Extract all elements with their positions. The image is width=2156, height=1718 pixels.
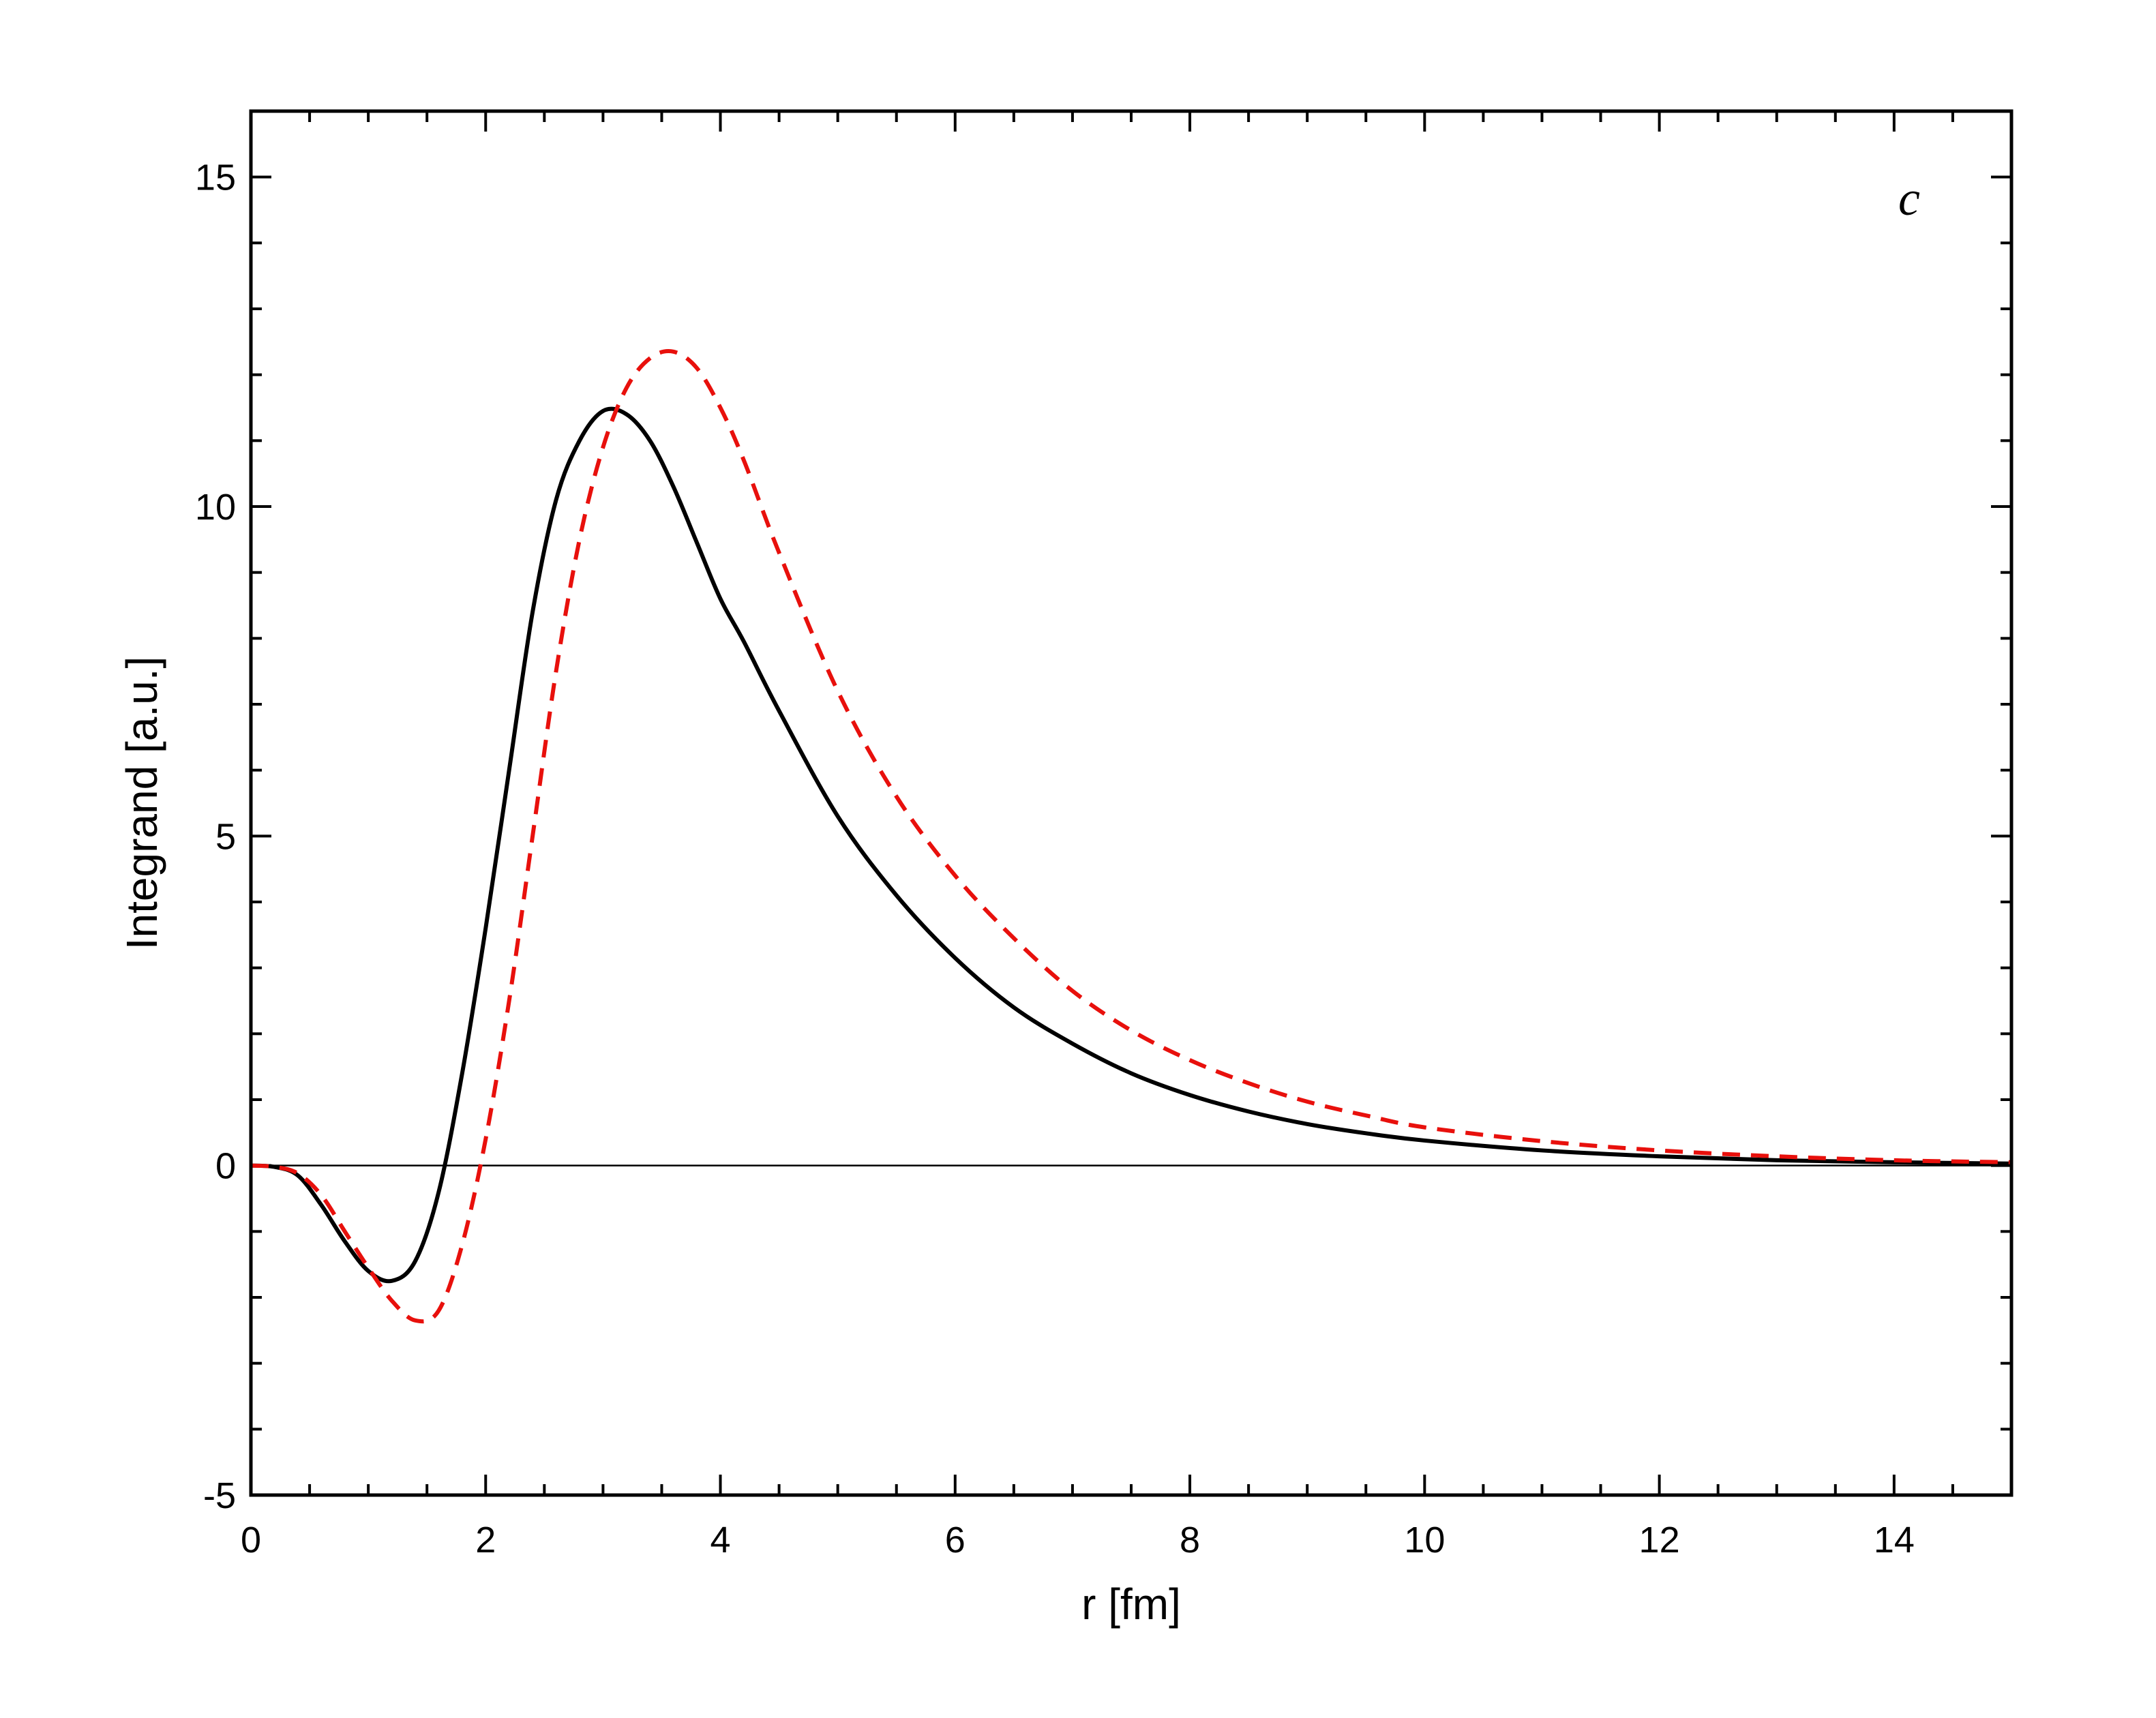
x-tick-label: 2 [475,1520,496,1561]
series-layer [250,349,2012,1324]
x-tick-label: 12 [1639,1520,1680,1561]
x-tick-label: 0 [241,1520,261,1561]
x-tick-label: 10 [1404,1520,1445,1561]
panel-label: c [1898,171,1920,226]
plot-frame [249,109,2013,1497]
y-tick-label: 0 [215,1146,236,1187]
x-axis-label: r [fm] [1081,1580,1181,1629]
y-tick-label: 5 [215,816,236,857]
y-tick-label: -5 [203,1475,236,1516]
y-axis-label: Integrand [a.u.] [117,657,166,950]
solid-black-series-line [250,406,2012,1284]
x-tick-label: 4 [710,1520,731,1561]
x-tick-label: 6 [945,1520,965,1561]
x-tick-label: 8 [1180,1520,1200,1561]
y-tick-label: 15 [195,157,236,198]
y-tick-label: 10 [195,487,236,528]
x-tick-label: 14 [1874,1520,1915,1561]
